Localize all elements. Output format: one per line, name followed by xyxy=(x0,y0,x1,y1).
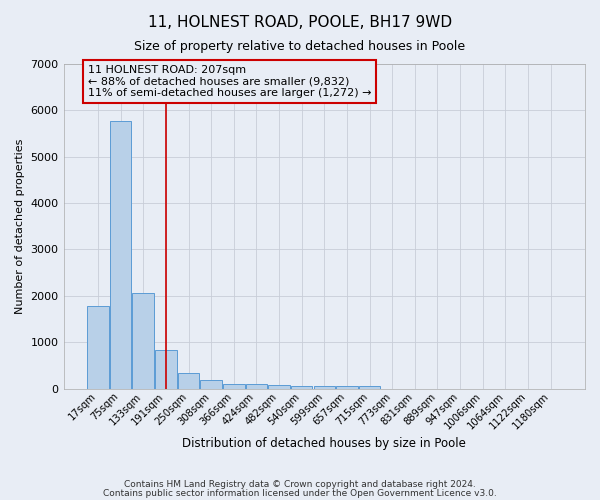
Text: Size of property relative to detached houses in Poole: Size of property relative to detached ho… xyxy=(134,40,466,53)
Bar xyxy=(268,386,290,388)
X-axis label: Distribution of detached houses by size in Poole: Distribution of detached houses by size … xyxy=(182,437,466,450)
Bar xyxy=(110,122,131,388)
Bar xyxy=(291,386,313,388)
Bar xyxy=(359,386,380,388)
Text: 11 HOLNEST ROAD: 207sqm
← 88% of detached houses are smaller (9,832)
11% of semi: 11 HOLNEST ROAD: 207sqm ← 88% of detache… xyxy=(88,65,371,98)
Text: Contains HM Land Registry data © Crown copyright and database right 2024.: Contains HM Land Registry data © Crown c… xyxy=(124,480,476,489)
Bar xyxy=(155,350,176,389)
Text: 11, HOLNEST ROAD, POOLE, BH17 9WD: 11, HOLNEST ROAD, POOLE, BH17 9WD xyxy=(148,15,452,30)
Bar xyxy=(87,306,109,388)
Bar xyxy=(200,380,222,388)
Bar xyxy=(314,386,335,388)
Text: Contains public sector information licensed under the Open Government Licence v3: Contains public sector information licen… xyxy=(103,490,497,498)
Bar xyxy=(133,294,154,388)
Y-axis label: Number of detached properties: Number of detached properties xyxy=(15,138,25,314)
Bar xyxy=(245,384,267,388)
Bar xyxy=(336,386,358,388)
Bar xyxy=(223,384,245,388)
Bar xyxy=(178,373,199,388)
